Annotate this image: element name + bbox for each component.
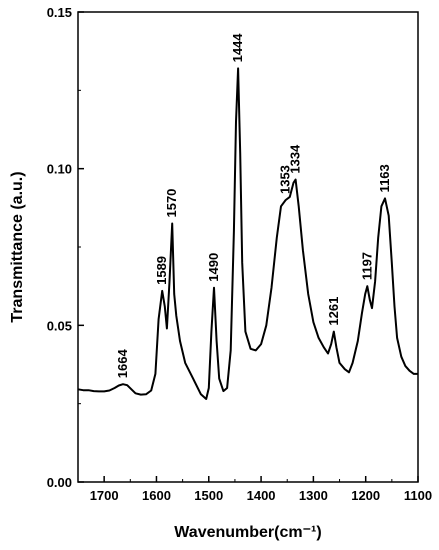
x-tick-label: 1500 (194, 488, 223, 503)
y-axis-label: Transmittance (a.u.) (9, 171, 26, 322)
x-tick-label: 1200 (351, 488, 380, 503)
y-tick-label: 0.15 (47, 5, 72, 20)
y-tick-label: 0.00 (47, 475, 72, 490)
peak-label: 1197 (359, 252, 374, 280)
x-axis-ticks: 1700 1600 1500 1400 1300 1200 1100 (77, 476, 432, 503)
peak-label: 1490 (206, 253, 221, 282)
peak-label: 1353 (278, 165, 293, 194)
peak-label: 1163 (377, 164, 392, 192)
x-tick-label: 1100 (404, 488, 432, 503)
x-axis-label: Wavenumber(cm⁻¹) (174, 524, 321, 541)
peak-label: 1261 (326, 297, 341, 326)
x-tick-label: 1600 (142, 488, 171, 503)
x-tick-label: 1300 (299, 488, 328, 503)
x-tick-label: 1400 (247, 488, 276, 503)
y-tick-label: 0.10 (47, 162, 72, 177)
y-tick-label: 0.05 (47, 318, 72, 333)
x-tick-label: 1700 (90, 488, 119, 503)
y-axis-ticks: 0.00 0.05 0.10 0.15 (47, 5, 84, 490)
peak-label: 1664 (115, 349, 130, 379)
peak-label: 1589 (154, 256, 169, 285)
spectrum-line (77, 67, 418, 400)
peak-label: 1570 (164, 189, 179, 218)
peak-label: 1444 (230, 33, 245, 63)
peak-label: 1334 (288, 144, 303, 174)
plot-frame (77, 11, 419, 483)
